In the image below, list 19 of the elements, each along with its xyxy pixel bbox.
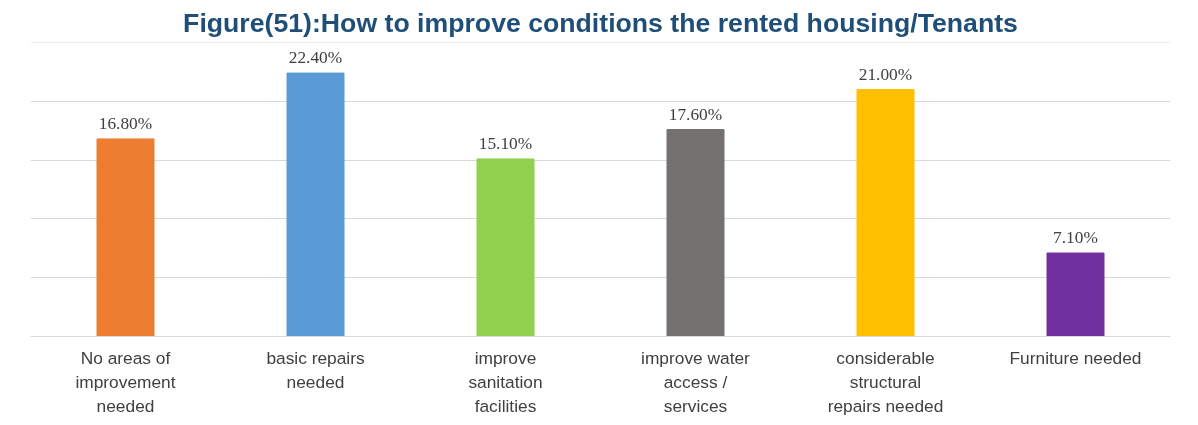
chart-title: Figure(51):How to improve conditions the rented housing/Tenants	[183, 7, 1018, 38]
data-label: 16.80%	[98, 113, 153, 133]
x-tick-label: No areas of improvement needed	[75, 347, 176, 416]
x-tick-label: improve sanitation facilities	[468, 347, 543, 416]
x-tick-label: Furniture needed	[1009, 347, 1142, 368]
bar	[286, 72, 345, 337]
bar	[666, 129, 725, 337]
data-label: 22.40%	[288, 48, 343, 68]
data-label: 15.10%	[478, 133, 533, 153]
data-label: 17.60%	[668, 104, 723, 124]
data-label: 21.00%	[858, 64, 913, 84]
bar	[476, 158, 535, 337]
bar	[1046, 252, 1105, 337]
x-tick-label: considerable structural repairs needed	[827, 347, 944, 416]
data-label: 7.10%	[1053, 228, 1098, 247]
bar	[856, 89, 915, 337]
x-tick-label: basic repairs needed	[266, 347, 365, 392]
x-tick-label: improve water access / services	[641, 347, 751, 416]
bar	[96, 138, 155, 337]
